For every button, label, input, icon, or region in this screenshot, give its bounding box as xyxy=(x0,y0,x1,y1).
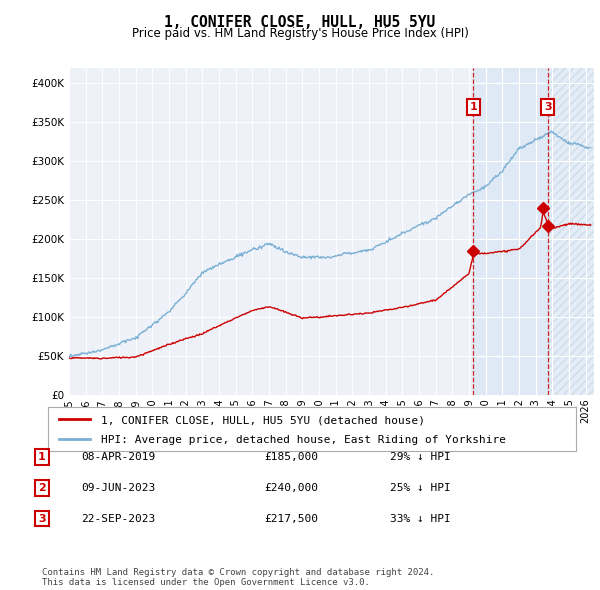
Bar xyxy=(548,68,594,395)
Text: £240,000: £240,000 xyxy=(264,483,318,493)
Text: Contains HM Land Registry data © Crown copyright and database right 2024.
This d: Contains HM Land Registry data © Crown c… xyxy=(42,568,434,587)
Text: 08-APR-2019: 08-APR-2019 xyxy=(81,453,155,462)
Text: HPI: Average price, detached house, East Riding of Yorkshire: HPI: Average price, detached house, East… xyxy=(101,435,506,445)
Text: 22-SEP-2023: 22-SEP-2023 xyxy=(81,514,155,523)
Text: 3: 3 xyxy=(544,102,551,112)
Bar xyxy=(473,68,548,395)
Text: 25% ↓ HPI: 25% ↓ HPI xyxy=(390,483,451,493)
Text: 1, CONIFER CLOSE, HULL, HU5 5YU (detached house): 1, CONIFER CLOSE, HULL, HU5 5YU (detache… xyxy=(101,415,425,425)
Text: 1: 1 xyxy=(38,453,46,462)
Text: 33% ↓ HPI: 33% ↓ HPI xyxy=(390,514,451,523)
Text: Price paid vs. HM Land Registry's House Price Index (HPI): Price paid vs. HM Land Registry's House … xyxy=(131,27,469,40)
Text: 09-JUN-2023: 09-JUN-2023 xyxy=(81,483,155,493)
Text: 3: 3 xyxy=(38,514,46,523)
Text: 1: 1 xyxy=(470,102,478,112)
Text: 1, CONIFER CLOSE, HULL, HU5 5YU: 1, CONIFER CLOSE, HULL, HU5 5YU xyxy=(164,15,436,30)
Text: £185,000: £185,000 xyxy=(264,453,318,462)
Text: £217,500: £217,500 xyxy=(264,514,318,523)
Text: 2: 2 xyxy=(38,483,46,493)
Text: 29% ↓ HPI: 29% ↓ HPI xyxy=(390,453,451,462)
